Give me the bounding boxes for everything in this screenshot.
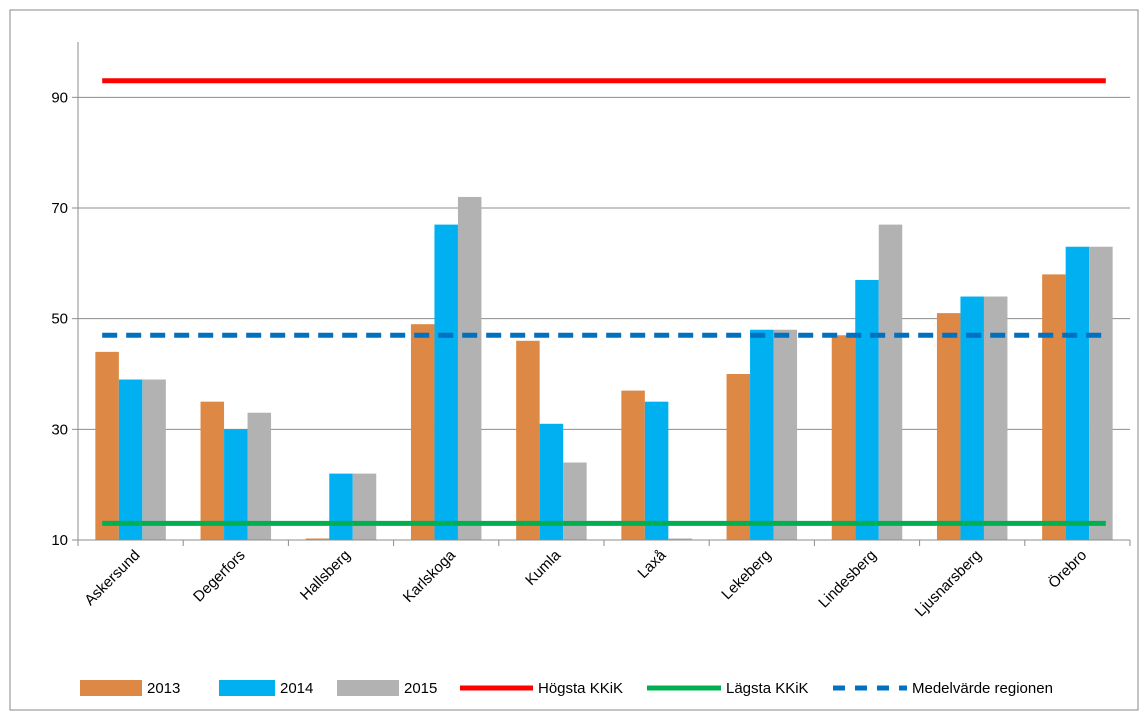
bar-2014-Askersund <box>118 379 143 540</box>
bar-2014-Karlskoga <box>434 224 458 540</box>
bar-2015-Lindesberg <box>878 224 903 540</box>
bar-2015-Askersund <box>142 379 166 540</box>
legend-label: 2015 <box>404 680 437 697</box>
bar-2013-Ljusnarsberg <box>936 313 961 540</box>
legend-swatch-2013 <box>80 680 142 696</box>
y-tick-label: 90 <box>51 89 68 106</box>
bar-2014-Lekeberg <box>750 329 774 540</box>
bar-2013-Lekeberg <box>726 374 751 540</box>
bar-2015-Karlskoga <box>457 196 482 540</box>
bars <box>95 196 1113 540</box>
legend-label: Lägsta KKiK <box>726 680 809 697</box>
legend-label: Högsta KKiK <box>538 680 623 697</box>
bar-2015-Lekeberg <box>773 329 798 540</box>
bar-2014-Örebro <box>1065 246 1090 540</box>
bar-2015-Örebro <box>1089 246 1113 540</box>
bar-2014-Ljusnarsberg <box>960 296 984 540</box>
legend-swatch-2015 <box>337 680 399 696</box>
bar-2013-Örebro <box>1042 274 1066 540</box>
bar-2013-Degerfors <box>200 401 225 540</box>
bar-2015-Kumla <box>563 462 587 540</box>
bar-2015-Laxå <box>668 538 692 540</box>
bar-2015-Hallsberg <box>352 473 377 540</box>
y-tick-label: 30 <box>51 421 68 438</box>
bar-2013-Laxå <box>621 390 645 540</box>
bar-2013-Lindesberg <box>831 335 856 540</box>
bar-2013-Kumla <box>516 340 540 540</box>
legend-label: 2013 <box>147 680 180 697</box>
y-axis-ticks: 10 30 50 70 90 <box>51 89 78 549</box>
bar-2015-Ljusnarsberg <box>983 296 1008 540</box>
legend-swatch-2014 <box>219 680 275 696</box>
axes <box>77 42 1131 546</box>
legend-label: Medelvärde regionen <box>912 680 1053 697</box>
bar-2014-Lindesberg <box>855 279 879 540</box>
y-tick-label: 70 <box>51 200 68 217</box>
legend-label: 2014 <box>280 680 313 697</box>
bar-2014-Kumla <box>539 423 564 540</box>
bar-2013-Karlskoga <box>410 324 435 540</box>
bar-2013-Askersund <box>95 351 119 540</box>
legend: 2013 2014 2015 Högsta KKiK Lägsta KKiK Medelv… <box>80 680 1053 697</box>
bar-2014-Hallsberg <box>329 473 353 540</box>
bar-2015-Degerfors <box>247 412 272 540</box>
y-tick-label: 10 <box>51 532 68 549</box>
bar-2013-Hallsberg <box>305 538 330 540</box>
reference-lines <box>102 78 1106 526</box>
bar-2014-Degerfors <box>224 429 248 540</box>
y-tick-label: 50 <box>51 311 68 328</box>
bar-2014-Laxå <box>644 401 669 540</box>
